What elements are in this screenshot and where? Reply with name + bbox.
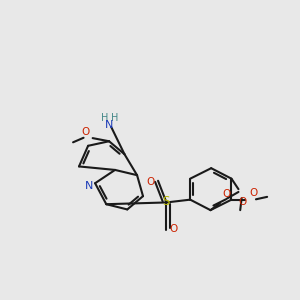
- Text: O: O: [81, 127, 89, 137]
- Text: O: O: [223, 189, 231, 200]
- Text: S: S: [163, 195, 170, 208]
- Text: O: O: [146, 177, 154, 187]
- Text: O: O: [250, 188, 258, 198]
- Text: O: O: [238, 197, 247, 207]
- Text: H: H: [100, 113, 108, 123]
- Text: N: N: [85, 181, 93, 191]
- Text: O: O: [169, 224, 178, 234]
- Text: H: H: [111, 113, 118, 123]
- Text: N: N: [105, 120, 114, 130]
